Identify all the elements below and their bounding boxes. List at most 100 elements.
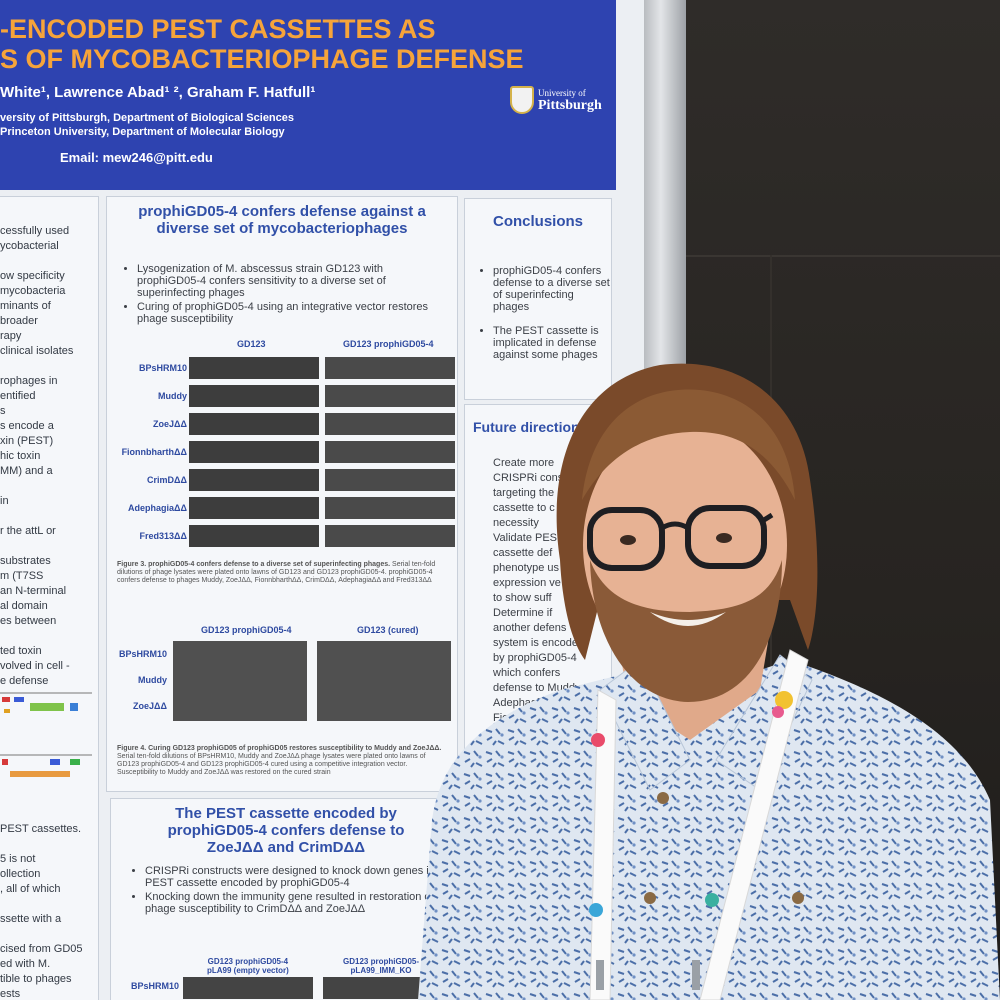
lanyard-logo (772, 706, 784, 718)
future-line: Create more (493, 457, 555, 469)
title-line: S OF MYCOBACTERIOPHAGE DEFENSE (0, 44, 524, 74)
left-panel-line: PEST cassettes. (0, 823, 82, 835)
shirt-button (644, 892, 656, 904)
caption-title: Figure 3. prophiGD05-4 confers defense t… (117, 561, 391, 568)
lanyard-right (699, 649, 809, 1000)
plate-strip (325, 469, 455, 491)
col-header-line: pLA99 (empty vector) (207, 966, 289, 975)
left-panel-line: , all of which (0, 883, 61, 895)
bullet: CRISPRi constructs were designed to knoc… (145, 865, 455, 889)
center-heading: prophiGD05-4 confers defense against a d… (138, 203, 426, 237)
col-header-line: pLA99_IMM_KO (350, 966, 412, 975)
future-line: expression ve (493, 577, 561, 589)
caption-text: Serial ten-fold dilutions of phage lysat… (117, 561, 436, 584)
future-line: Validate PES (493, 532, 558, 544)
left-panel-line: clinical isolates (0, 345, 74, 357)
lanyard-clip (692, 960, 700, 990)
left-panel-line: ed with M. (0, 958, 51, 970)
plate-strip (325, 385, 455, 407)
logo-small-text: University of (538, 87, 586, 98)
left-panel-line: al domain (0, 600, 48, 612)
logo-big-text: Pittsburgh (538, 97, 602, 113)
poster-header: -ENCODED PEST CASSETTES AS S OF MYCOBACT… (0, 0, 616, 190)
university-logo: University of Pittsburgh (510, 86, 602, 114)
fig4-col-header: GD123 prophiGD05-4 (201, 625, 292, 635)
left-panel-line: s encode a (0, 420, 54, 432)
hair-front (582, 389, 795, 500)
plate-strip (189, 497, 319, 519)
left-panel: cessfully used ycobacterial ow specificity… (0, 196, 99, 1000)
fig4-col-header: GD123 (cured) (357, 625, 419, 635)
seal-icon (510, 86, 534, 114)
plate-strip (189, 413, 319, 435)
future-line: to show suff (493, 592, 552, 604)
fig3-caption: Figure 3. prophiGD05-4 confers defense t… (117, 561, 447, 585)
future-line: system is encode (493, 637, 578, 649)
lanyard-logo (591, 733, 605, 747)
plate-row-label: FionnbharthΔΔ (121, 447, 187, 457)
plate-row-label: BPsHRM10 (118, 649, 167, 659)
eye (620, 535, 636, 545)
conclusions-bullets: prophiGD05-4 confers defense to a divers… (479, 265, 611, 363)
future-line: CRISPRi const (493, 472, 567, 484)
fig4-caption: Figure 4. Curing GD123 prophiGD05 of pro… (117, 745, 447, 777)
left-panel-line: volved in cell - (0, 660, 70, 672)
contact-email: Email: mew246@pitt.edu (60, 150, 213, 165)
glasses-left-lens (587, 507, 665, 571)
future-heading: Future direction (473, 419, 580, 435)
plate-strip (189, 525, 319, 547)
affiliation: Princeton University, Department of Mole… (0, 126, 285, 138)
future-line: targeting the P (493, 487, 565, 499)
plate-strip (325, 413, 455, 435)
plate-row-label: ZoeJΔΔ (153, 419, 187, 429)
bottom-center-panel: The PEST cassette encoded by prophiGD05-… (110, 798, 456, 1000)
smile (650, 612, 726, 626)
left-panel-line: an N-terminal (0, 585, 67, 597)
lanyard-logo (589, 903, 603, 917)
affiliation: versity of Pittsburgh, Department of Bio… (0, 112, 295, 124)
fig3-col-header: GD123 (237, 339, 266, 349)
bottom-bullets: CRISPRi constructs were designed to knoc… (131, 865, 455, 917)
bottom-heading: The PEST cassette encoded by prophiGD05-… (167, 805, 405, 856)
poster-authors: White¹, Lawrence Abad¹ ², Graham F. Hatf… (0, 84, 316, 101)
plate-row-label: BPsHRM10 (138, 363, 187, 373)
left-panel-line: es between (0, 615, 57, 627)
plate-row-label: CrimDΔΔ (147, 475, 187, 485)
left-panel-line: broader (0, 315, 38, 327)
future-line: phenotype us (493, 562, 560, 574)
eye (716, 533, 732, 543)
lanyard-clip (596, 960, 604, 990)
bullet: Curing of prophiGD05-4 using an integrat… (137, 301, 437, 325)
center-panel: prophiGD05-4 confers defense against a d… (106, 196, 458, 792)
conclusions-heading: Conclusions (492, 213, 583, 230)
left-panel-line: m (T7SS (0, 570, 44, 582)
shirt-button (792, 892, 804, 904)
lanyard-logo (705, 893, 719, 907)
glasses-right-lens (685, 505, 767, 569)
plate-strip (317, 641, 451, 721)
future-line: another defens (493, 622, 567, 634)
conclusions-panel: Conclusions prophiGD05-4 confers defense… (464, 198, 612, 400)
future-line: cassette def (493, 547, 553, 559)
plate-strip (325, 441, 455, 463)
future-line: cassette to c (493, 502, 555, 514)
plate-strip (183, 977, 313, 999)
shirt-button (657, 792, 669, 804)
plate-strip (189, 441, 319, 463)
left-panel-line: xin (PEST) (0, 435, 54, 447)
left-panel-line: ycobacterial (0, 240, 59, 252)
plate-strip (189, 385, 319, 407)
caption-text: Serial ten-fold dilutions of BPsHRM10, M… (117, 753, 426, 776)
beard (590, 560, 782, 702)
col-header-line: GD123 prophiGD05-4 (207, 957, 289, 966)
plate-row-label: BPsHRM10 (130, 981, 179, 991)
bullet: Lysogenization of M. abscessus strain GD… (137, 263, 437, 299)
poster-board-frame (644, 0, 686, 380)
plate-strip (189, 469, 319, 491)
plate-strip (325, 525, 455, 547)
left-panel-line: entified (0, 390, 36, 402)
bullet: prophiGD05-4 confers defense to a divers… (493, 265, 611, 313)
left-panel-line: ests (0, 988, 21, 1000)
bottom-fig-col-header: GD123 prophiGD05- pLA99_IMM_KO (343, 957, 419, 975)
